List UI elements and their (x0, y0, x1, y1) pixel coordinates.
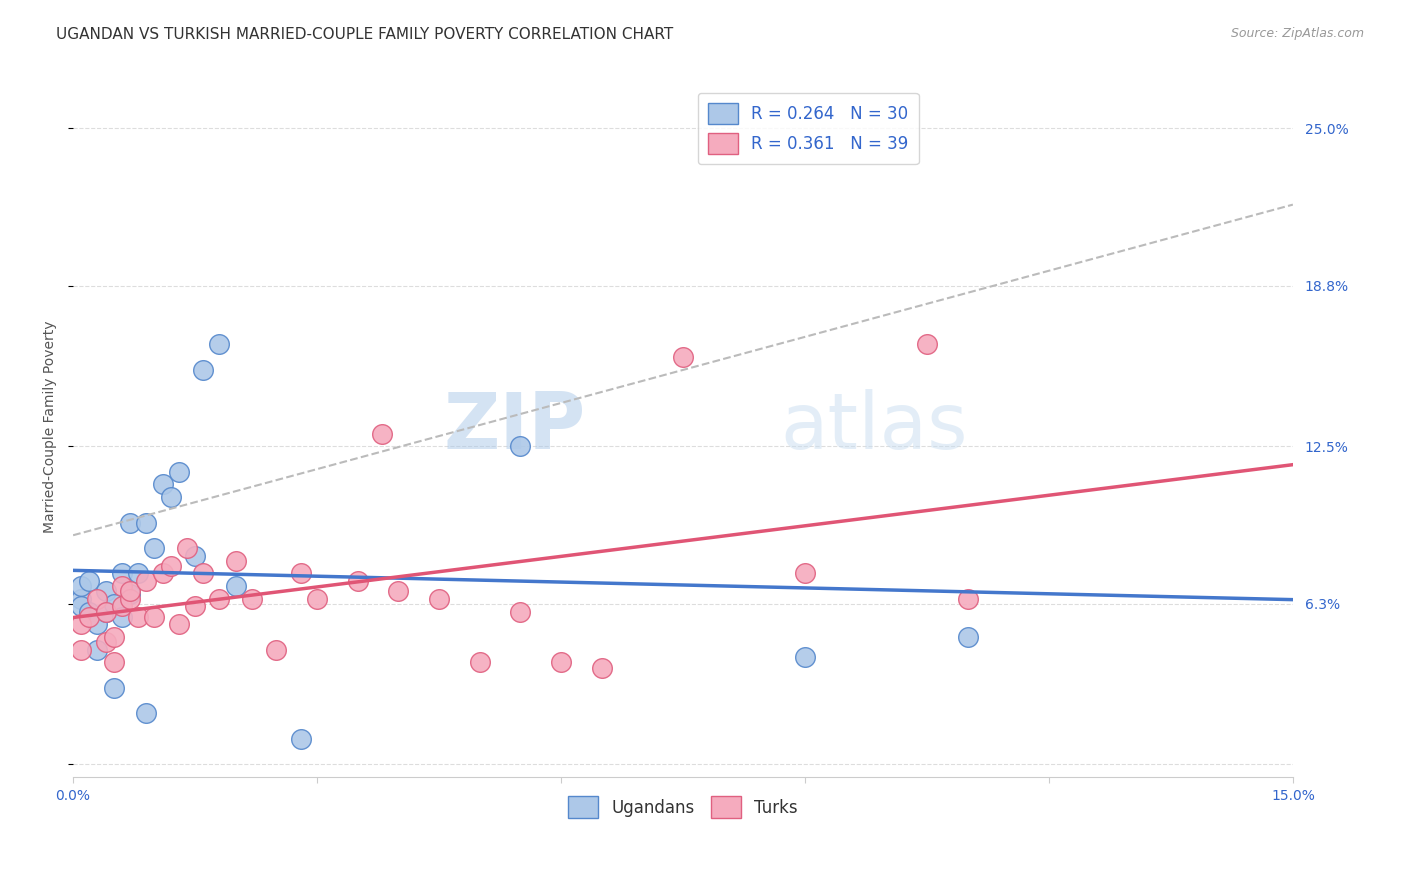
Point (591, 660, 613, 674)
Point (184, 599, 207, 614)
Point (305, 591, 328, 606)
Point (240, 591, 263, 606)
Point (94, 605, 117, 619)
Point (103, 656, 125, 670)
Point (550, 656, 572, 670)
Point (387, 584, 409, 599)
Point (427, 591, 450, 606)
Point (509, 605, 531, 619)
Point (184, 549, 207, 563)
Point (103, 597, 125, 611)
Point (152, 477, 174, 491)
Point (79, 609, 101, 624)
Point (915, 337, 938, 351)
Point (193, 566, 215, 581)
Point (167, 465, 190, 479)
Point (111, 579, 134, 593)
Point (94, 584, 117, 599)
Point (346, 574, 368, 588)
Y-axis label: Married-Couple Family Poverty: Married-Couple Family Poverty (44, 321, 58, 533)
Point (86, 591, 108, 606)
Point (143, 609, 166, 624)
Point (118, 591, 141, 606)
Text: ZIP: ZIP (443, 389, 585, 465)
Point (208, 337, 231, 351)
Point (159, 558, 181, 573)
Point (111, 599, 134, 614)
Text: atlas: atlas (780, 389, 969, 465)
Point (672, 350, 695, 364)
Point (70, 591, 93, 606)
Point (135, 574, 157, 588)
Point (225, 579, 247, 593)
Text: UGANDAN VS TURKISH MARRIED-COUPLE FAMILY POVERTY CORRELATION CHART: UGANDAN VS TURKISH MARRIED-COUPLE FAMILY… (56, 27, 673, 42)
Point (176, 541, 198, 555)
Point (468, 656, 491, 670)
Point (94, 605, 117, 619)
Point (956, 591, 979, 606)
Point (103, 630, 125, 644)
Point (86, 617, 108, 632)
Point (290, 731, 312, 746)
Point (118, 584, 141, 599)
Point (135, 516, 157, 530)
Point (167, 617, 190, 632)
Point (152, 566, 174, 581)
Point (159, 490, 181, 504)
Point (94, 635, 117, 649)
Point (127, 566, 149, 581)
Point (509, 439, 531, 453)
Point (135, 706, 157, 721)
Point (79, 605, 101, 619)
Point (86, 642, 108, 657)
Legend: Ugandans, Turks: Ugandans, Turks (561, 789, 804, 824)
Point (118, 516, 141, 530)
Point (371, 426, 394, 441)
Point (118, 587, 141, 601)
Point (111, 566, 134, 581)
Point (143, 541, 166, 555)
Text: Source: ZipAtlas.com: Source: ZipAtlas.com (1230, 27, 1364, 40)
Point (103, 681, 125, 695)
Point (794, 566, 817, 581)
Point (290, 566, 312, 581)
Point (956, 630, 979, 644)
Point (79, 574, 101, 588)
Point (266, 642, 288, 657)
Point (208, 591, 231, 606)
Point (111, 609, 134, 624)
Point (70, 599, 93, 614)
Point (794, 650, 817, 665)
Point (70, 579, 93, 593)
Point (225, 554, 247, 568)
Point (127, 609, 149, 624)
Point (70, 642, 93, 657)
Point (193, 363, 215, 377)
Point (70, 617, 93, 632)
